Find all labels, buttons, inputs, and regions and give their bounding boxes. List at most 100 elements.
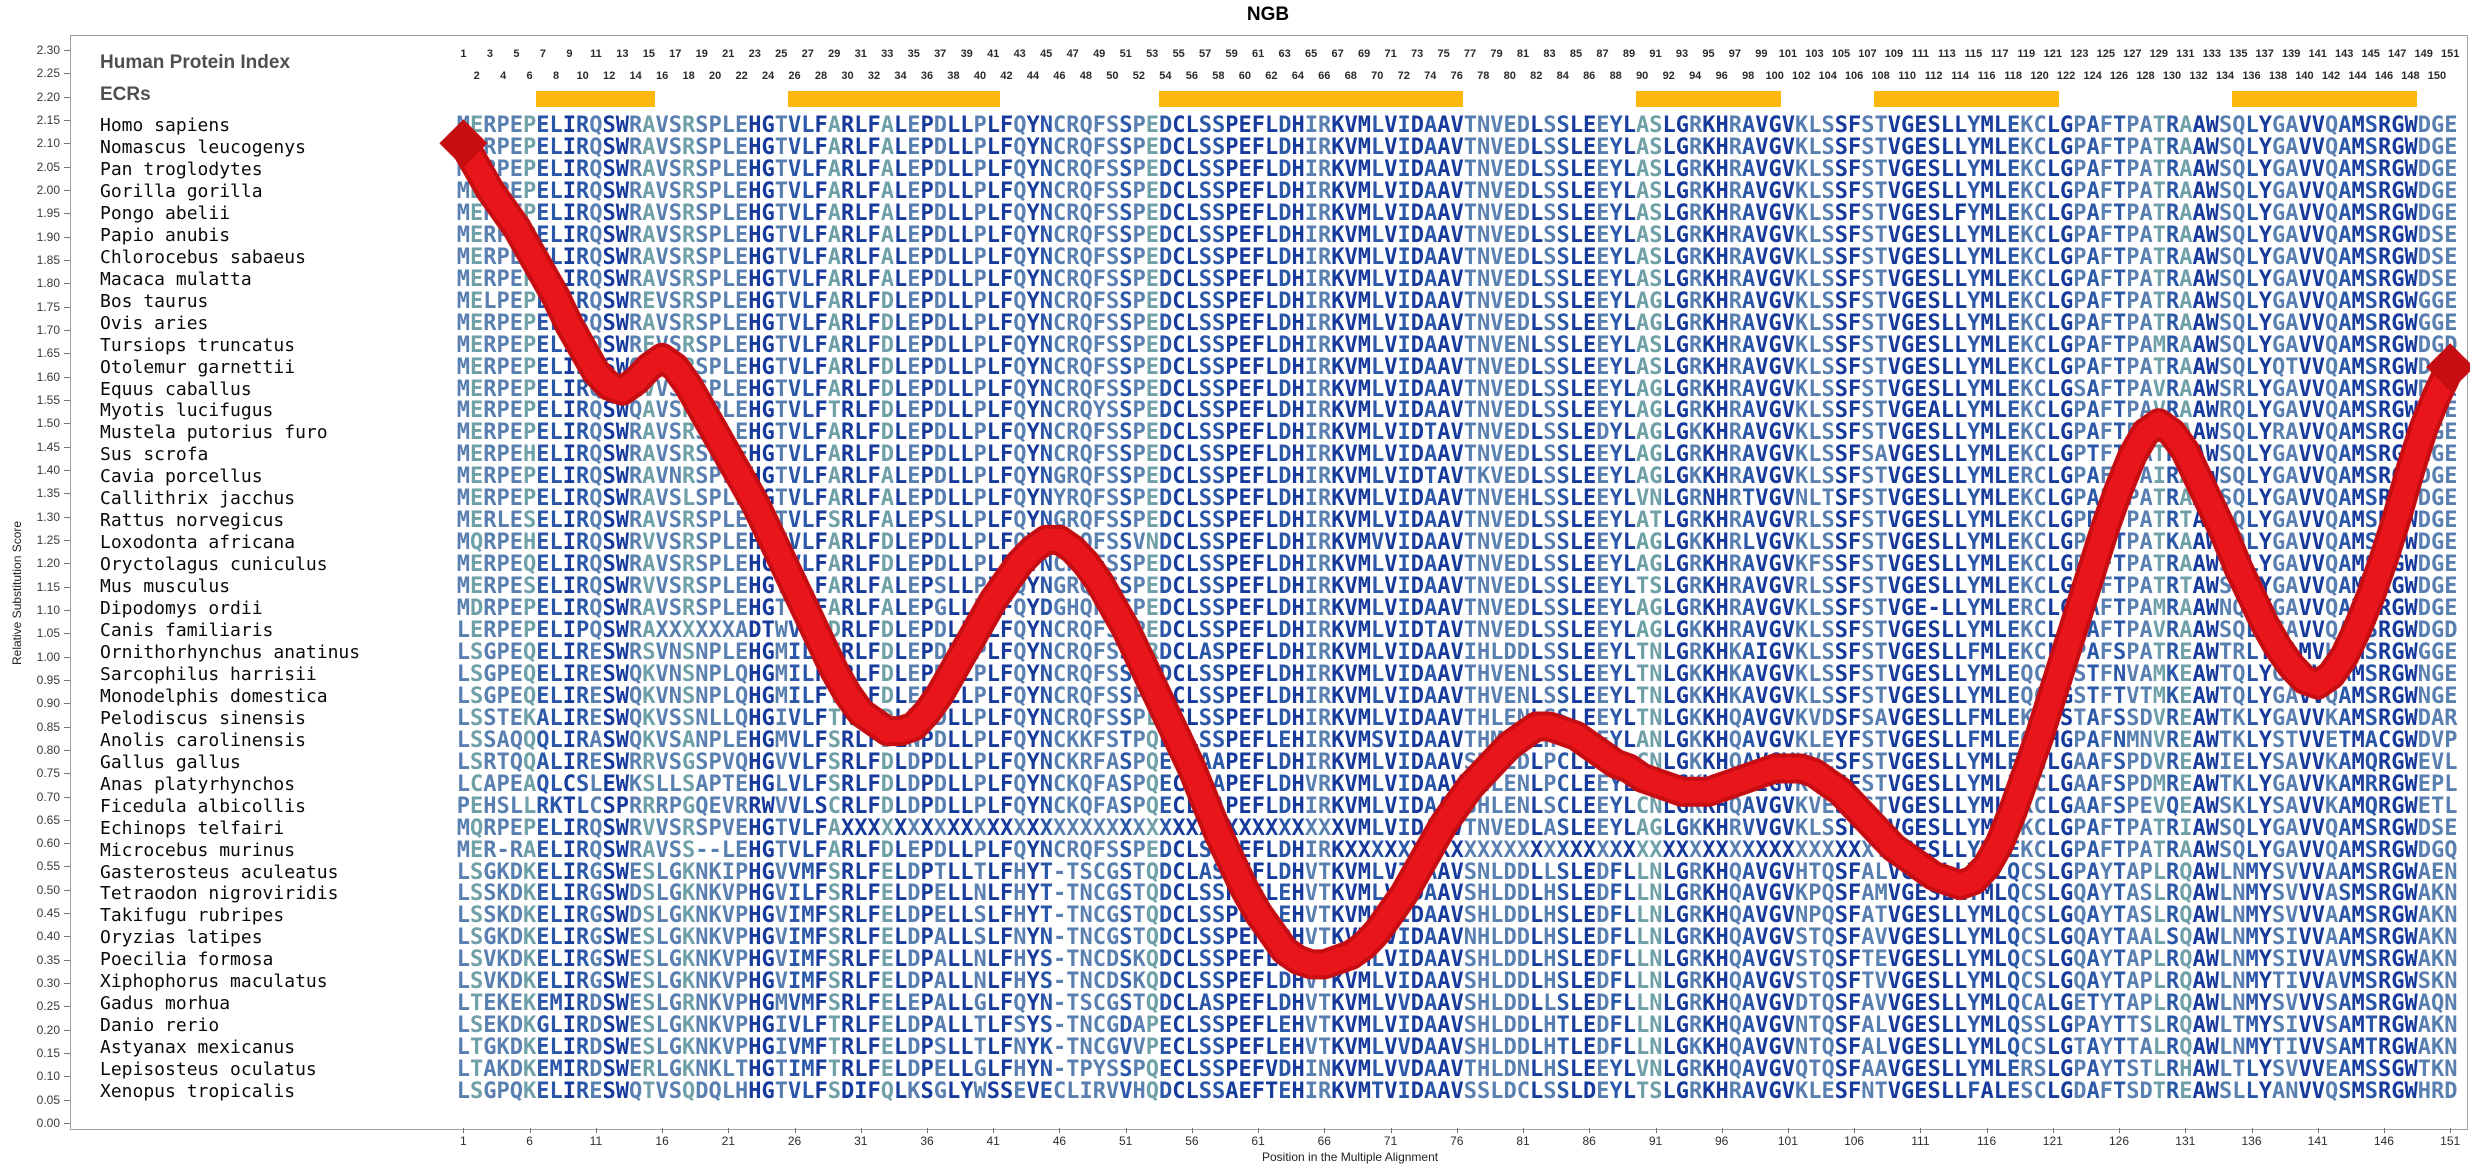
y-tick-label: 0.55 [36, 859, 60, 874]
sequence-row: LSSTEKALIRESWQKVSSNLLQHGIVLFTRLFDLDPDLLP… [456, 705, 2458, 731]
sequence-row: MERPEPELIRQSWRAVSRSPLEHGTVLFARLFDLEPDLLP… [456, 420, 2458, 446]
ruler-number: 76 [1450, 70, 1463, 82]
species-name: Loxodonta africana [100, 532, 296, 554]
sequence-row: PEHSLLRKTLCSPRRRPGQEVRRWVVLSCRLFDLDPDLLP… [456, 793, 2458, 819]
y-tick-label: 2.10 [36, 136, 60, 151]
x-tick-label: 146 [2373, 1134, 2394, 1148]
y-tick-mark [64, 96, 70, 98]
ruler-number: 27 [801, 48, 814, 60]
x-tick-label: 111 [1911, 1134, 1930, 1148]
sequence-row: LTGKDKELIRDSWESLGKNKVPHGIVMFTRLFELDPSLLT… [456, 1035, 2458, 1061]
ruler-number: 87 [1596, 48, 1609, 60]
sequence-row: MERPEPELIRQSWRAVSRSPLEHGTVLFARLFALEPDLLP… [456, 222, 2458, 248]
ruler-number: 9 [566, 48, 573, 60]
sequence-row: LSGPEQELIRESWQKVNSNPLQHGMILFTRLFDLEPDLLP… [456, 683, 2458, 709]
ruler-number: 110 [1898, 70, 1916, 82]
x-tick-mark [529, 1128, 531, 1133]
ecr-bar [536, 91, 656, 107]
y-tick-mark [64, 703, 70, 705]
x-tick-label: 91 [1648, 1134, 1663, 1148]
species-name: Papio anubis [100, 224, 231, 246]
ruler-number: 52 [1132, 70, 1146, 82]
ruler-number: 121 [2043, 48, 2062, 60]
ruler-number: 10 [576, 70, 589, 82]
y-tick-mark [64, 889, 70, 891]
species-name: Pan troglodytes [100, 158, 263, 180]
x-tick-label: 21 [721, 1134, 735, 1148]
x-tick-label: 66 [1317, 1134, 1331, 1148]
sequence-row: MERPEPELIRQSWRAVNRSPLEHGTVLFARLFALEPDLLP… [456, 464, 2458, 490]
ruler-number: 138 [2268, 70, 2288, 82]
ecr-bar [1158, 91, 1464, 107]
ruler-number: 108 [1871, 70, 1890, 82]
y-tick-mark [64, 423, 70, 425]
species-name: Pelodiscus sinensis [100, 707, 306, 729]
ruler-number: 29 [828, 48, 841, 60]
ruler-number: 74 [1424, 70, 1437, 82]
ruler-number: 50 [1106, 70, 1119, 82]
y-tick-label: 2.25 [36, 66, 60, 81]
ruler-number: 17 [669, 48, 682, 60]
x-tick-mark [1854, 1128, 1856, 1133]
ruler-number: 49 [1093, 48, 1106, 60]
ruler-number: 113 [1938, 48, 1956, 60]
ruler-number: 62 [1265, 70, 1278, 82]
sequence-row: MERPEPELIRQSWRAVSRSPLEHGTVLFARLFALEPDLLP… [456, 200, 2458, 226]
sequence-row: LSGPQKELIRESWQTVSQDQLHHGTVLFSDIFQLKSGLYW… [456, 1079, 2458, 1104]
sequence-row: LSGPEQELIRESWQKVNSNPLQHGMILFTRLFDLEPDLLP… [456, 661, 2458, 687]
ruler-number: 109 [1884, 48, 1904, 60]
x-tick-mark [1655, 1128, 1657, 1133]
y-tick-mark [64, 843, 70, 845]
ruler-number: 125 [2096, 48, 2115, 60]
y-tick-label: 0.05 [36, 1092, 60, 1107]
ruler-number: 25 [775, 48, 788, 60]
ruler-number: 91 [1649, 48, 1662, 60]
y-tick-mark [64, 283, 70, 285]
x-tick-mark [595, 1128, 597, 1133]
y-tick-mark [64, 260, 70, 261]
ruler-number: 142 [2321, 70, 2341, 82]
ruler-number: 114 [1951, 70, 1969, 82]
ecr-bar [2231, 91, 2417, 107]
x-tick-label: 1 [460, 1134, 467, 1148]
ruler-number: 37 [934, 48, 947, 60]
ruler-number: 4 [500, 70, 507, 82]
y-tick-label: 1.85 [36, 253, 60, 267]
y-tick-mark [64, 913, 70, 915]
y-tick-label: 1.65 [36, 346, 60, 361]
ruler-number: 77 [1463, 48, 1477, 60]
y-tick-mark [64, 236, 70, 238]
y-tick-label: 2.15 [36, 113, 60, 127]
x-tick-mark [1059, 1128, 1061, 1133]
x-tick-mark [1523, 1128, 1524, 1133]
y-tick-label: 1.80 [36, 276, 60, 291]
ecr-bar [787, 91, 1000, 107]
y-tick-mark [64, 609, 70, 611]
sequence-row: LERPEPELIPQSWRAXXXXXXADTWVSPDRLFDLEPDLLP… [456, 618, 2458, 643]
y-tick-mark [64, 329, 70, 331]
ruler-number: 68 [1344, 70, 1357, 82]
y-tick-mark [64, 190, 70, 191]
y-tick-mark [64, 399, 70, 401]
y-tick-mark [64, 1053, 70, 1054]
sequence-row: MELPEPELIRQSWREVSRSPLEHGTVLFARLFDLEPDLLP… [456, 288, 2458, 314]
species-name: Homo sapiens [100, 115, 231, 136]
ruler-number: 144 [2348, 70, 2367, 82]
x-tick-mark [794, 1128, 796, 1133]
species-name: Macaca mulatta [100, 268, 252, 290]
x-tick-label: 71 [1383, 1134, 1398, 1148]
ruler-number: 122 [2056, 70, 2076, 82]
species-name: Gadus morhua [100, 993, 231, 1015]
x-tick-label: 46 [1052, 1134, 1067, 1148]
y-tick-label: 1.70 [36, 322, 60, 337]
ruler-number: 148 [2401, 70, 2420, 82]
x-tick-label: 16 [655, 1134, 669, 1148]
sequence-row: LSEKDKGLIRDSWESLGKNKVPHGIVLFTRLFELDPALLT… [456, 1013, 2458, 1039]
y-tick-label: 0.75 [36, 766, 60, 781]
x-tick-label: 96 [1715, 1134, 1729, 1148]
ruler-number: 67 [1331, 48, 1344, 60]
y-tick-label: 1.20 [36, 556, 60, 571]
ruler-number: 38 [947, 70, 960, 82]
y-tick-mark [64, 1076, 70, 1078]
